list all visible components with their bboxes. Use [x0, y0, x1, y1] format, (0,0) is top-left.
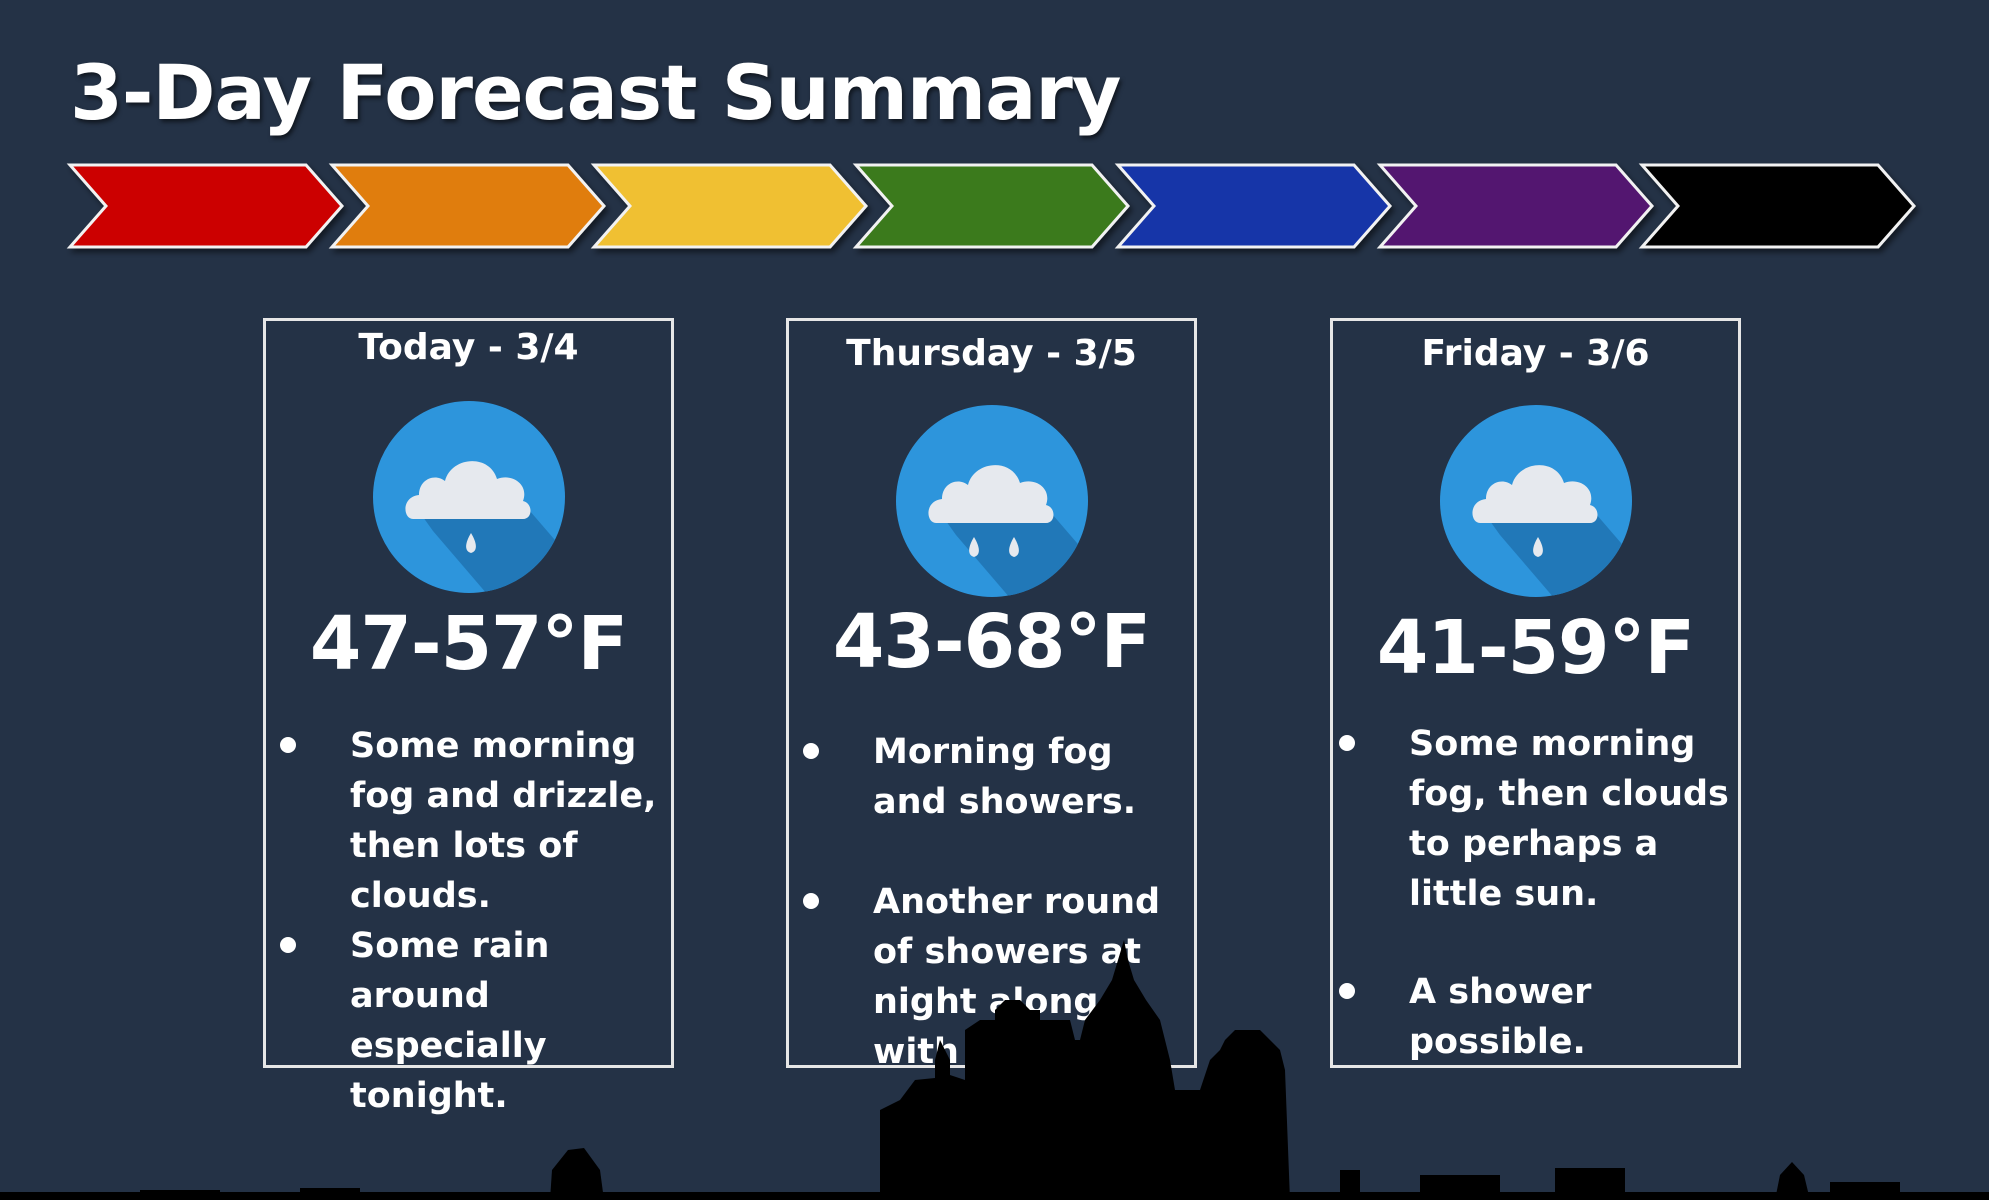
bullet-text: A shower possible.: [1409, 972, 1592, 1062]
bullet-dot: [280, 737, 296, 753]
day-card-thursday: Thursday - 3/5 43-68°F Morning fog and s…: [786, 318, 1197, 1072]
bullet-text: Morning fog and showers.: [873, 732, 1137, 822]
chevron-segment: [1638, 163, 1916, 249]
bullet-text: Some morning fog and drizzle, then lots …: [350, 726, 657, 916]
cloud-rain-icon: [1439, 405, 1632, 597]
temperature-range: 47-57°F: [309, 601, 628, 687]
cloud-rain-icon: [895, 405, 1088, 597]
bullet-text: Some rain around especially tonight.: [350, 926, 550, 1116]
chevron-segment: [328, 163, 606, 249]
bullet-text: Another round of showers at night along …: [873, 882, 1167, 1072]
bullet-text: Some morning fog, then clouds to perhaps…: [1409, 724, 1729, 914]
chevron-segment: [852, 163, 1130, 249]
temperature-range: 41-59°F: [1376, 605, 1695, 691]
bullet-dot: [280, 937, 296, 953]
temperature-range: 43-68°F: [832, 599, 1151, 685]
chevron-segment: [1114, 163, 1392, 249]
cloud-rain-icon: [372, 401, 565, 593]
day-card-header: Today - 3/4: [358, 327, 579, 368]
bullet-dot: [803, 743, 819, 759]
bullet-dot: [1339, 983, 1355, 999]
bullet-dot: [803, 893, 819, 909]
chevron-segment: [1376, 163, 1654, 249]
chevron-segment: [66, 163, 344, 249]
page-title: 3-Day Forecast Summary: [70, 48, 1121, 137]
bullet-dot: [1339, 735, 1355, 751]
day-card-today: Today - 3/4 47-57°F Some morning fog and…: [263, 318, 674, 1116]
day-card-friday: Friday - 3/6 41-59°F Some morning fog, t…: [1330, 318, 1741, 1068]
day-card-header: Thursday - 3/5: [846, 333, 1137, 374]
chevron-segment: [590, 163, 868, 249]
day-card-header: Friday - 3/6: [1421, 333, 1650, 374]
